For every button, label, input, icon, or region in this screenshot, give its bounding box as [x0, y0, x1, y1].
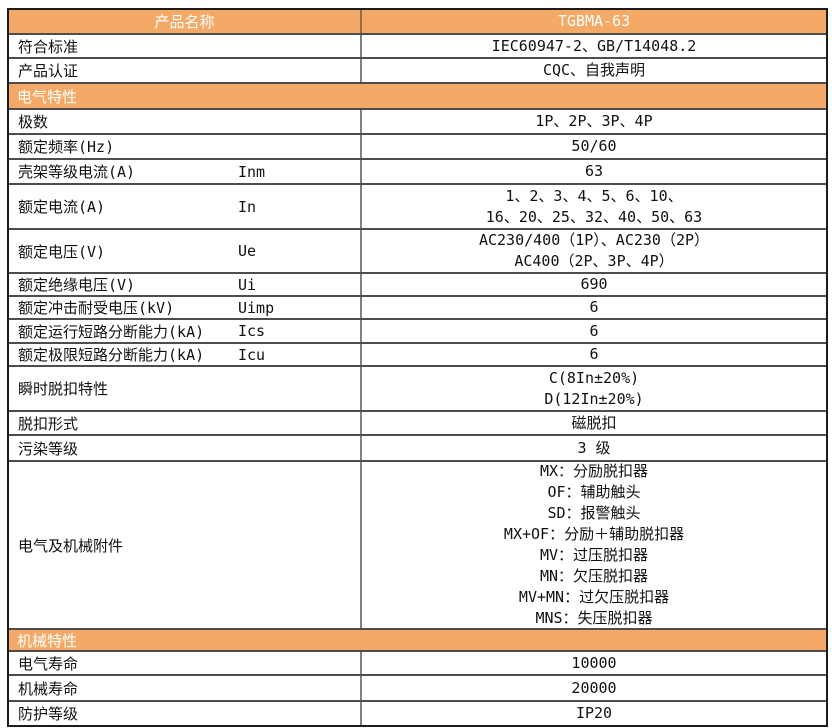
accessory-line: MV：过压脱扣器 [539, 546, 649, 564]
row-label: 产品名称 [154, 13, 215, 31]
row-label: 电气及机械附件 [18, 536, 124, 555]
row-value: 20000 [571, 678, 617, 697]
row-value: IP20 [575, 704, 613, 722]
symbol-label: Ui [238, 275, 257, 294]
row-value: 6 [589, 298, 599, 316]
symbol-label: Icu [238, 345, 266, 364]
row-value: 3 级 [577, 438, 611, 457]
row-label: 额定频率(Hz) [18, 138, 115, 156]
row-standards: 符合标准 IEC60947-2、GB/T14048.2 [9, 35, 826, 59]
row-label: 污染等级 [18, 439, 79, 458]
row-label: 额定极限短路分断能力(kA) [18, 346, 205, 364]
row-label: 额定运行短路分断能力(kA) [18, 322, 205, 341]
product-model-cell: TGBMA-63 [362, 10, 826, 33]
symbol-label: Ue [238, 242, 257, 260]
accessory-line: MX：分励脱扣器 [539, 462, 649, 480]
row-mechanical-life: 机械寿命 20000 [9, 676, 826, 702]
row-value: IEC60947-2、GB/T14048.2 [491, 36, 697, 55]
row-value-line: D(12In±20%) [544, 389, 644, 408]
row-label: 极数 [18, 113, 49, 131]
row-insulation-voltage: 额定绝缘电压(V) Ui 690 [9, 274, 826, 297]
row-value: 63 [584, 162, 604, 180]
product-name-header-cell: 产品名称 [9, 10, 362, 33]
row-value-line: AC230/400（1P）、AC230（2P） [478, 231, 710, 249]
accessory-line: MN：欠压脱扣器 [539, 567, 649, 585]
section-title: 电气特性 [17, 87, 78, 106]
row-trip-type: 脱扣形式 磁脱扣 [9, 412, 826, 436]
row-electrical-life: 电气寿命 10000 [9, 652, 826, 676]
row-value: CQC、自我声明 [542, 61, 646, 79]
product-model: TGBMA-63 [557, 12, 631, 30]
row-impulse-withstand-voltage: 额定冲击耐受电压(kV) Uimp 6 [9, 297, 826, 320]
row-value: 磁脱扣 [571, 413, 617, 432]
accessory-line: MNS：失压脱扣器 [535, 609, 653, 627]
row-label: 脱扣形式 [18, 414, 79, 433]
product-spec-table: 产品名称 TGBMA-63 符合标准 IEC60947-2、GB/T14048.… [7, 8, 828, 727]
row-product-name: 产品名称 TGBMA-63 [9, 10, 826, 35]
row-frame-current: 壳架等级电流(A) Inm 63 [9, 160, 826, 185]
section-electrical-characteristics: 电气特性 [9, 84, 826, 110]
row-rated-current: 额定电流(A) In 1、2、3、4、5、6、10、 16、20、25、32、4… [9, 185, 826, 230]
accessory-line: MV+MN：过欠压脱扣器 [518, 588, 670, 606]
row-value: 6 [589, 345, 599, 363]
row-label: 额定电流(A) [18, 198, 106, 216]
row-label: 额定电压(V) [18, 242, 106, 261]
row-value: 690 [580, 275, 608, 293]
symbol-label: In [238, 197, 257, 216]
row-label: 额定绝缘电压(V) [18, 276, 136, 294]
accessory-line: OF：辅助触头 [547, 483, 641, 501]
row-label: 防护等级 [18, 705, 79, 723]
row-value: 1P、2P、3P、4P [535, 112, 653, 130]
accessory-line: MX+OF：分励＋辅助脱扣器 [503, 525, 685, 543]
row-certification: 产品认证 CQC、自我声明 [9, 59, 826, 84]
row-value-line: AC400（2P、3P、4P） [514, 252, 674, 270]
accessory-line: SD：报警触头 [547, 504, 641, 522]
row-poles: 极数 1P、2P、3P、4P [9, 110, 826, 135]
row-value: 10000 [571, 653, 617, 672]
row-label: 电气寿命 [18, 654, 79, 673]
row-label: 符合标准 [18, 37, 79, 56]
row-label: 产品认证 [18, 62, 79, 80]
row-rated-frequency: 额定频率(Hz) 50/60 [9, 135, 826, 160]
row-service-breaking-capacity: 额定运行短路分断能力(kA) Ics 6 [9, 320, 826, 344]
section-mechanical-characteristics: 机械特性 [9, 630, 826, 652]
row-accessories: 电气及机械附件 MX：分励脱扣器 OF：辅助触头 SD：报警触头 MX+OF：分… [9, 462, 826, 630]
symbol-label: Inm [238, 162, 266, 181]
row-ultimate-breaking-capacity: 额定极限短路分断能力(kA) Icu 6 [9, 344, 826, 367]
symbol-label: Ics [238, 322, 266, 340]
symbol-label: Uimp [238, 298, 275, 317]
row-rated-voltage: 额定电压(V) Ue AC230/400（1P）、AC230（2P） AC400… [9, 230, 826, 274]
row-value-line: 16、20、25、32、40、50、63 [485, 207, 703, 226]
row-label: 额定冲击耐受电压(kV) [18, 299, 175, 317]
row-value: 50/60 [571, 137, 617, 155]
row-label: 机械寿命 [18, 679, 79, 698]
row-value-line: 1、2、3、4、5、6、10、 [505, 186, 683, 205]
section-title: 机械特性 [17, 631, 78, 650]
row-value: 6 [589, 321, 599, 340]
row-ip-rating: 防护等级 IP20 [9, 702, 826, 725]
row-pollution-degree: 污染等级 3 级 [9, 436, 826, 462]
row-label: 瞬时脱扣特性 [18, 380, 109, 398]
row-instantaneous-trip: 瞬时脱扣特性 C(8In±20%) D(12In±20%) [9, 367, 826, 412]
row-label: 壳架等级电流(A) [18, 163, 136, 181]
row-value-line: C(8In±20%) [548, 368, 640, 387]
